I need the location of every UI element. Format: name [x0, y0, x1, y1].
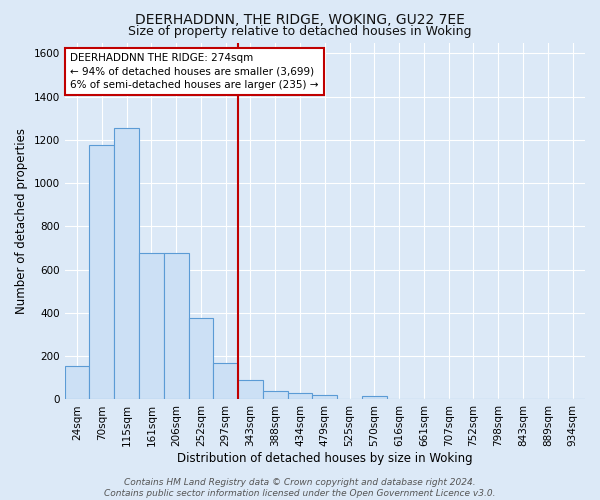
Y-axis label: Number of detached properties: Number of detached properties: [15, 128, 28, 314]
Bar: [214, 362, 238, 400]
Bar: [263, 391, 287, 400]
Text: DEERHADDNN THE RIDGE: 274sqm
← 94% of detached houses are smaller (3,699)
6% of : DEERHADDNN THE RIDGE: 274sqm ← 94% of de…: [70, 53, 319, 90]
Bar: [188, 318, 214, 400]
Bar: [287, 393, 313, 400]
Text: DEERHADDNN, THE RIDGE, WOKING, GU22 7EE: DEERHADDNN, THE RIDGE, WOKING, GU22 7EE: [135, 12, 465, 26]
Bar: [139, 254, 164, 400]
X-axis label: Distribution of detached houses by size in Woking: Distribution of detached houses by size …: [177, 452, 473, 465]
Bar: [164, 254, 188, 400]
Bar: [238, 380, 263, 400]
Text: Size of property relative to detached houses in Woking: Size of property relative to detached ho…: [128, 25, 472, 38]
Text: Contains HM Land Registry data © Crown copyright and database right 2024.
Contai: Contains HM Land Registry data © Crown c…: [104, 478, 496, 498]
Bar: [362, 396, 387, 400]
Bar: [313, 395, 337, 400]
Bar: [114, 128, 139, 400]
Bar: [65, 366, 89, 400]
Bar: [89, 146, 114, 400]
